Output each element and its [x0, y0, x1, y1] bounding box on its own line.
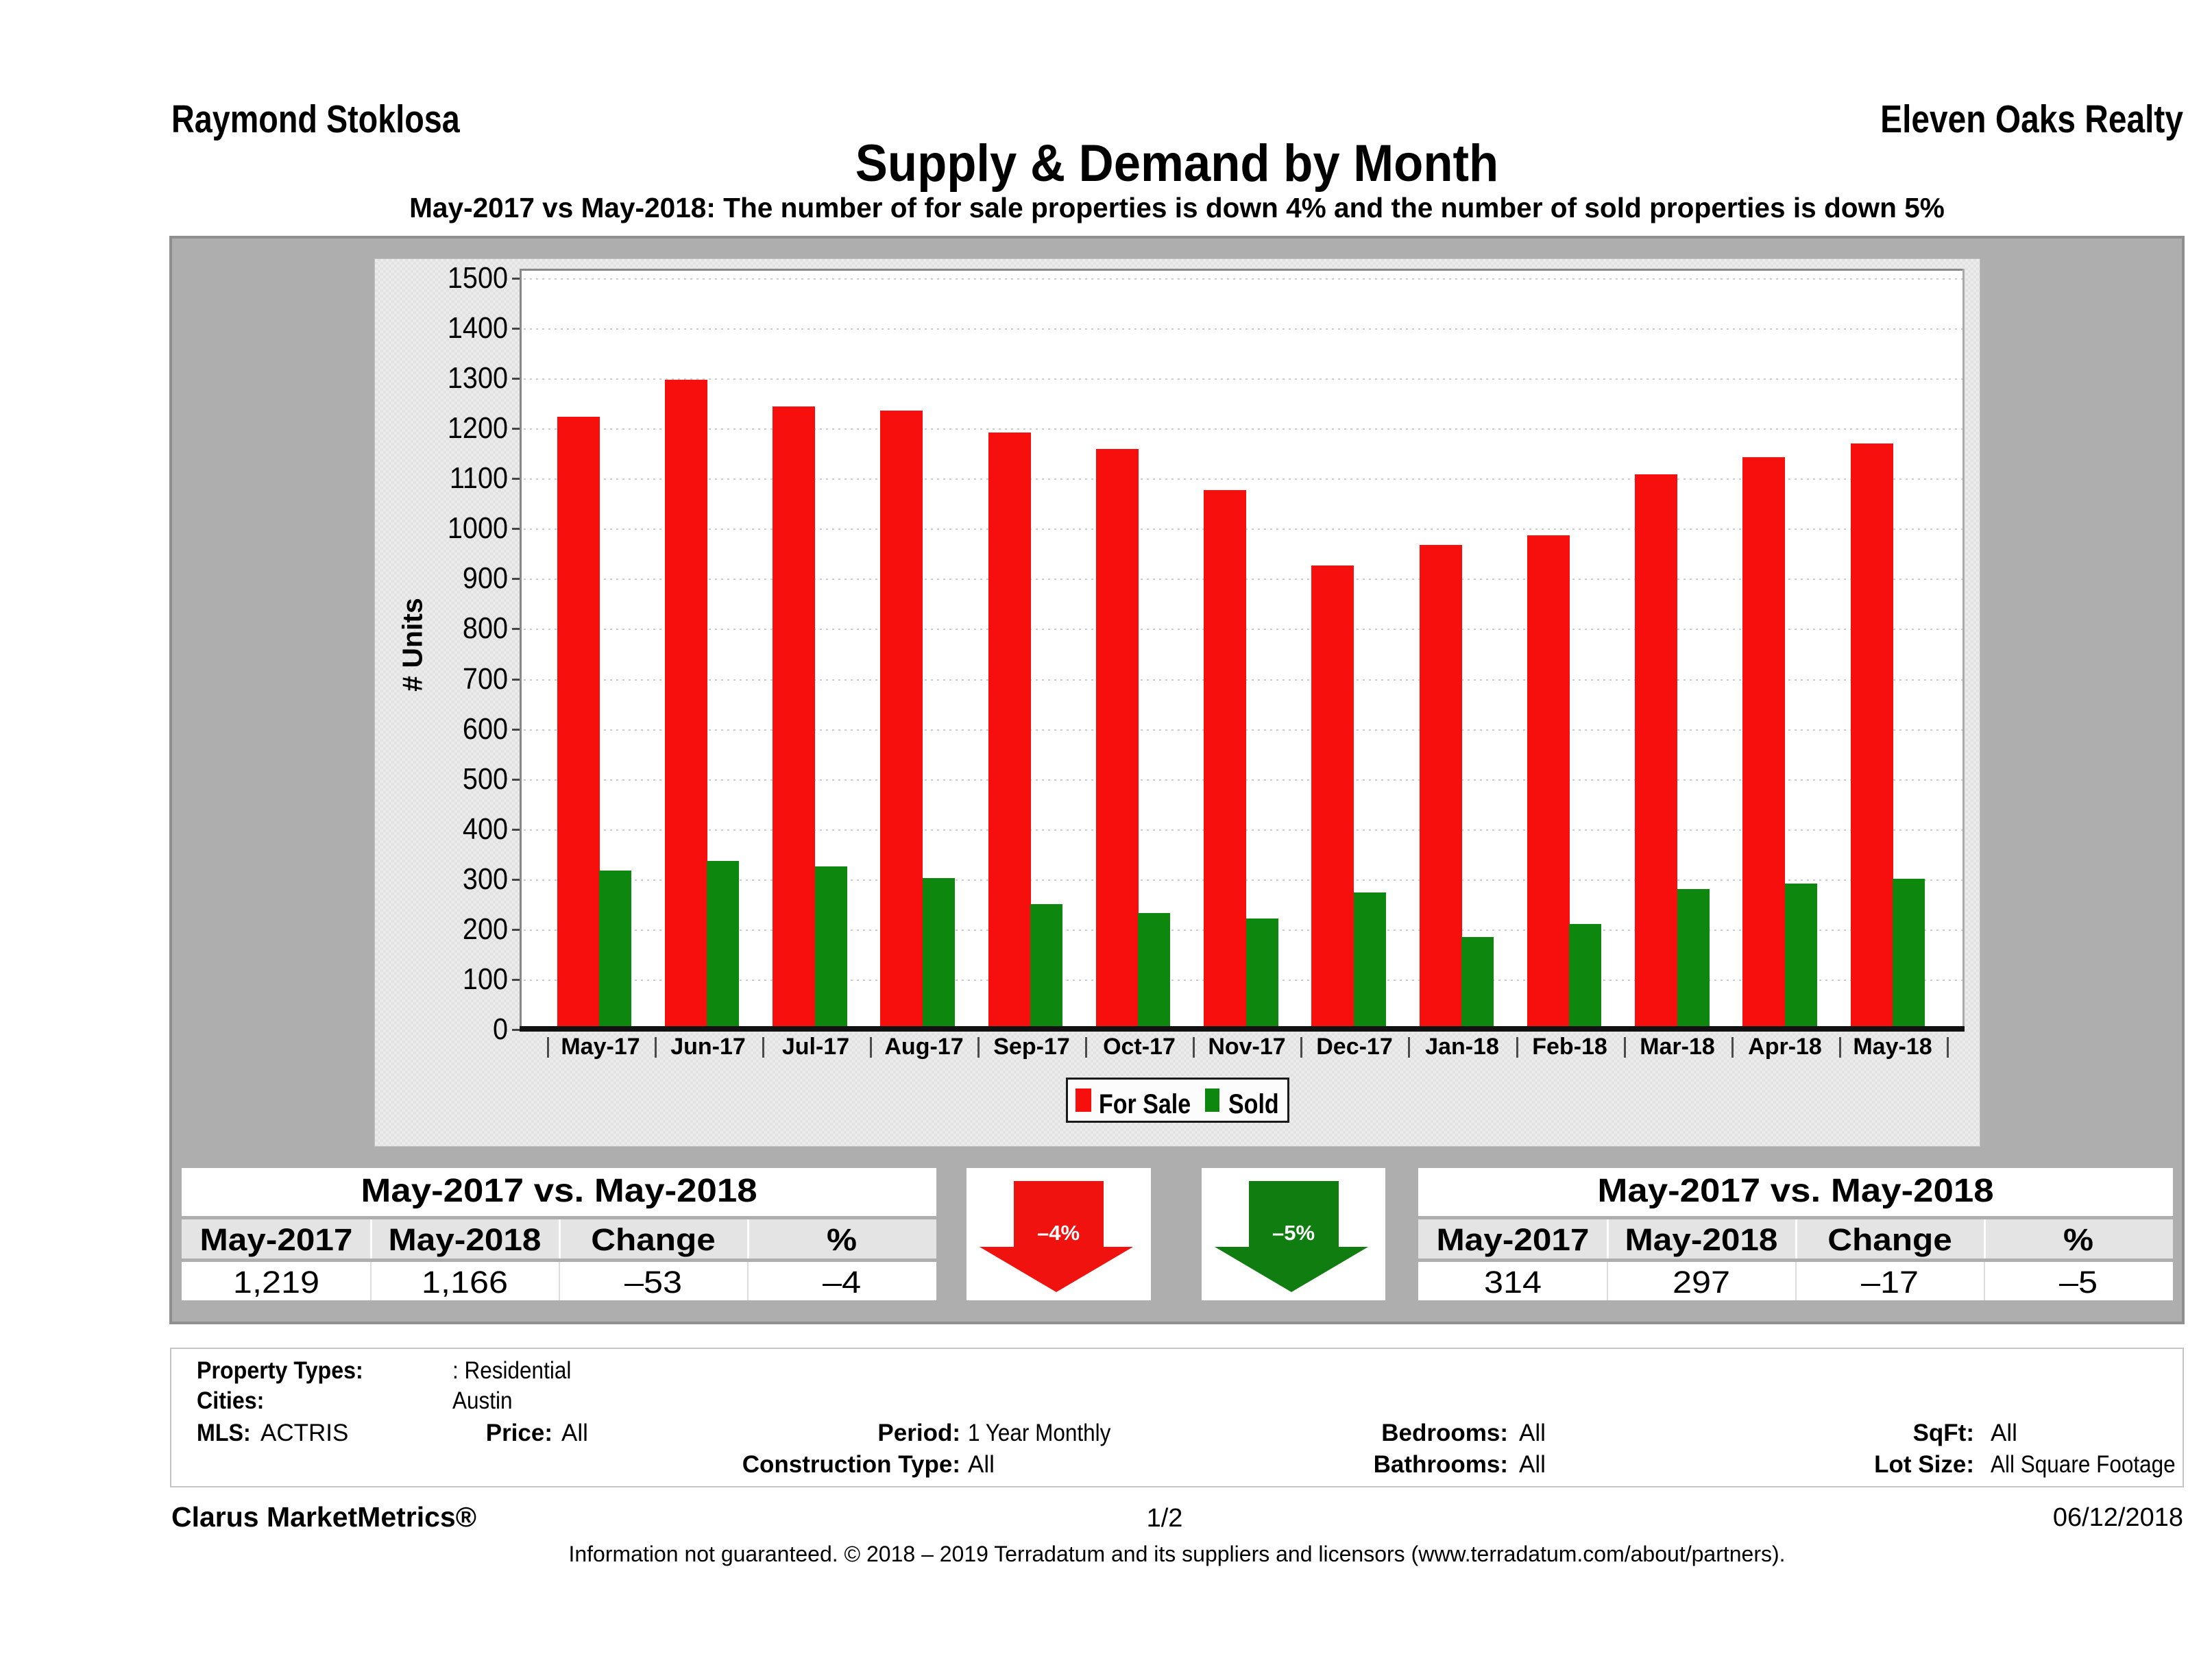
svg-text:–4%: –4%: [1037, 1221, 1080, 1245]
svg-text:–5%: –5%: [1272, 1221, 1315, 1245]
